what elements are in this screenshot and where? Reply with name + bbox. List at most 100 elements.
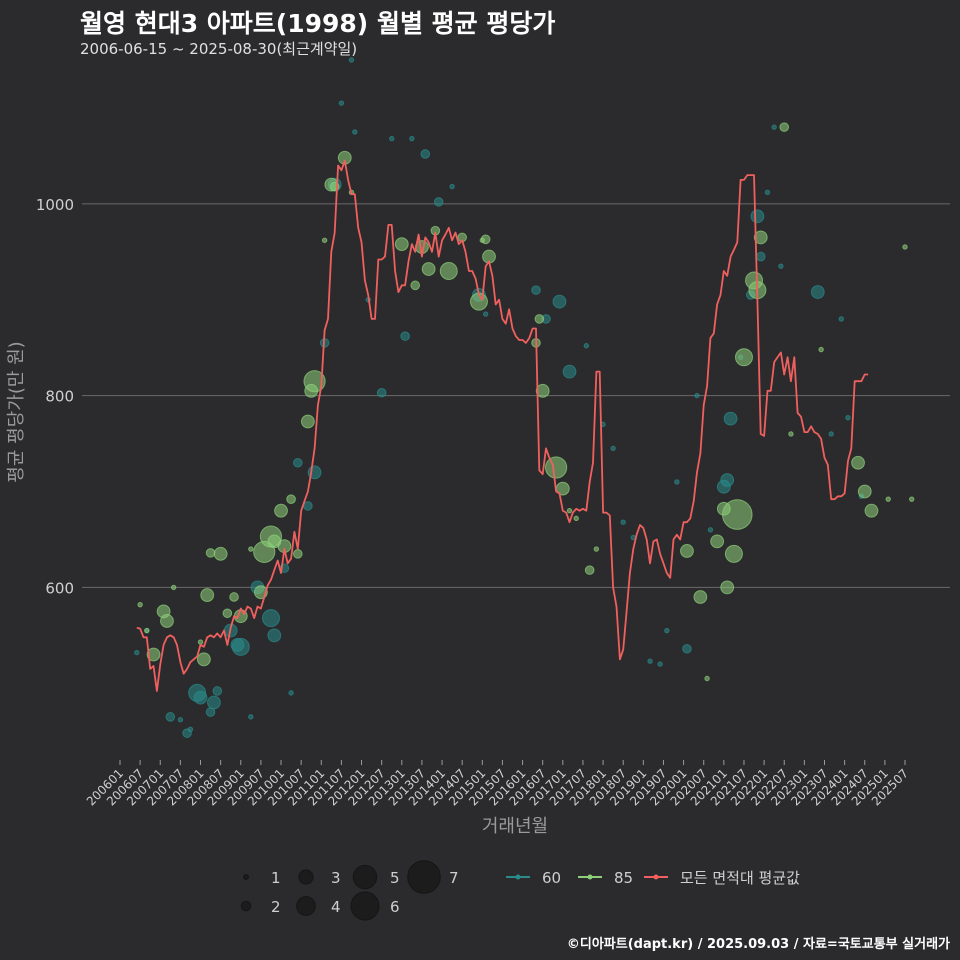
- point-60: [764, 189, 771, 196]
- point-85: [274, 503, 288, 518]
- point-60: [338, 100, 345, 106]
- point-60: [433, 197, 444, 207]
- point-60: [193, 690, 208, 705]
- size-legend-label: 5: [390, 869, 400, 887]
- point-60: [562, 364, 577, 379]
- size-legend-marker: [240, 900, 252, 912]
- point-60: [187, 726, 194, 733]
- point-60: [583, 343, 590, 349]
- point-60: [376, 387, 387, 398]
- x-axis-title: 거래년월: [482, 816, 548, 837]
- point-85: [734, 348, 753, 367]
- point-85: [857, 484, 872, 499]
- point-60: [248, 714, 254, 720]
- point-85: [480, 234, 491, 245]
- point-85: [394, 237, 409, 252]
- footer-credit: ©디아파트(dapt.kr) / 2025.09.03 / 자료=국토교통부 실…: [566, 937, 950, 952]
- point-60: [610, 445, 616, 452]
- point-60: [838, 316, 844, 322]
- point-60: [449, 183, 455, 190]
- point-60: [657, 661, 663, 667]
- point-85: [818, 346, 824, 353]
- point-85: [535, 383, 550, 398]
- legend-swatch-dot: [587, 874, 593, 880]
- point-85: [593, 546, 600, 552]
- legend-label: 60: [542, 869, 561, 887]
- point-85: [864, 503, 879, 518]
- point-60: [303, 501, 313, 511]
- point-85: [704, 675, 710, 682]
- point-60: [720, 473, 735, 487]
- point-85: [144, 627, 150, 634]
- point-85: [573, 515, 579, 522]
- size-legend-marker: [243, 874, 249, 880]
- average-line: [136, 159, 869, 692]
- point-60: [352, 129, 358, 135]
- point-60: [231, 637, 250, 656]
- point-60: [674, 479, 680, 485]
- point-60: [682, 643, 692, 654]
- point-60: [647, 658, 653, 664]
- point-60: [723, 411, 738, 426]
- point-85: [724, 544, 743, 563]
- point-85: [303, 370, 326, 393]
- point-85: [902, 244, 908, 250]
- point-60: [810, 285, 825, 299]
- point-85: [200, 588, 215, 602]
- point-60: [845, 414, 851, 421]
- size-legend-label: 3: [331, 869, 341, 887]
- point-85: [170, 584, 177, 591]
- point-60: [828, 431, 834, 437]
- point-85: [788, 431, 794, 437]
- point-60: [134, 649, 140, 656]
- point-60: [620, 519, 626, 525]
- size-legend-label: 2: [271, 898, 281, 916]
- point-85: [720, 580, 735, 595]
- point-85: [300, 414, 315, 429]
- point-85: [137, 601, 143, 608]
- point-60: [750, 209, 765, 224]
- size-legend-label: 6: [390, 898, 400, 916]
- point-85: [222, 608, 233, 619]
- point-85: [160, 614, 174, 628]
- size-legend-label: 7: [449, 869, 459, 887]
- point-60: [694, 392, 700, 399]
- point-85: [753, 230, 768, 245]
- point-60: [389, 135, 395, 142]
- point-60: [755, 251, 766, 262]
- legend-swatch-dot: [515, 874, 521, 880]
- size-legend-marker: [352, 864, 378, 890]
- point-85: [693, 590, 708, 604]
- point-60: [165, 712, 176, 722]
- size-legend-marker: [407, 860, 441, 894]
- point-85: [229, 592, 239, 602]
- point-85: [321, 237, 328, 243]
- chart-subtitle: 2006-06-15 ~ 2025-08-30(최근계약일): [80, 40, 358, 58]
- y-axis-title: 평균 평당가(만 원): [6, 341, 27, 482]
- y-tick-label: 1000: [36, 196, 74, 214]
- point-85: [584, 565, 595, 575]
- y-tick-label: 600: [45, 579, 74, 597]
- point-85: [851, 455, 865, 470]
- point-85: [710, 534, 725, 549]
- point-85: [248, 546, 254, 552]
- size-legend-label: 4: [331, 898, 341, 916]
- point-85: [566, 507, 573, 514]
- point-85: [721, 499, 753, 530]
- size-legend-marker: [298, 869, 314, 885]
- point-60: [348, 57, 355, 63]
- point-85: [779, 122, 790, 132]
- point-85: [885, 496, 891, 502]
- point-60: [771, 124, 777, 130]
- point-60: [212, 686, 223, 696]
- point-85: [292, 549, 303, 559]
- point-60: [552, 294, 567, 309]
- point-85: [213, 546, 228, 561]
- point-85: [421, 262, 436, 276]
- point-85: [410, 280, 421, 291]
- point-60: [400, 331, 410, 341]
- point-85: [680, 544, 694, 558]
- point-85: [205, 548, 216, 558]
- point-60: [707, 527, 714, 533]
